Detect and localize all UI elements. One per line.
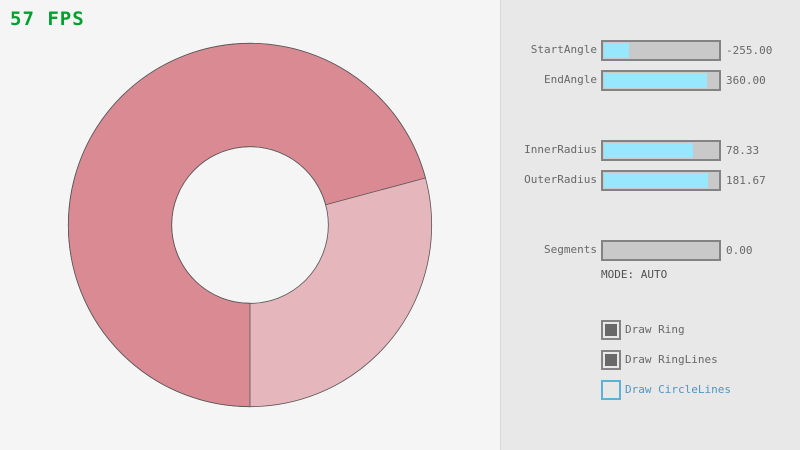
outer-radius-label: OuterRadius <box>524 173 597 186</box>
draw-ring-checkbox[interactable]: Draw Ring <box>601 320 800 340</box>
end-angle-slider[interactable] <box>601 70 721 91</box>
segments-label: Segments <box>544 243 597 256</box>
slider-fill <box>604 43 629 58</box>
start-angle-label: StartAngle <box>530 43 597 56</box>
outer-radius-row: OuterRadius 181.67 <box>501 170 800 191</box>
inner-radius-slider[interactable] <box>601 140 721 161</box>
draw-circlelines-label: Draw CircleLines <box>625 383 731 396</box>
segments-value: 0.00 <box>726 244 753 257</box>
fps-counter: 57 FPS <box>10 8 85 30</box>
draw-ringlines-checkbox[interactable]: Draw RingLines <box>601 350 800 370</box>
outer-radius-value: 181.67 <box>726 174 766 187</box>
inner-radius-label: InnerRadius <box>524 143 597 156</box>
start-angle-value: -255.00 <box>726 44 773 57</box>
end-angle-value: 360.00 <box>726 74 766 87</box>
end-angle-label: EndAngle <box>544 73 597 86</box>
start-angle-row: StartAngle -255.00 <box>501 40 800 61</box>
checkbox-box[interactable] <box>601 350 621 370</box>
ring-canvas <box>67 42 433 408</box>
checkbox-box[interactable] <box>601 320 621 340</box>
checkbox-box[interactable] <box>601 380 621 400</box>
inner-radius-row: InnerRadius 78.33 <box>501 140 800 161</box>
slider-fill <box>604 73 707 88</box>
start-angle-slider[interactable] <box>601 40 721 61</box>
end-angle-row: EndAngle 360.00 <box>501 70 800 91</box>
segments-row: Segments 0.00 <box>501 240 800 261</box>
draw-ring-label: Draw Ring <box>625 323 685 336</box>
mode-label: MODE: AUTO <box>601 268 668 281</box>
ring-overlap-segment <box>67 42 426 408</box>
draw-circlelines-checkbox[interactable]: Draw CircleLines <box>601 380 800 400</box>
outer-radius-slider[interactable] <box>601 170 721 191</box>
segments-slider[interactable] <box>601 240 721 261</box>
slider-fill <box>604 143 694 158</box>
slider-fill <box>604 173 708 188</box>
inner-radius-value: 78.33 <box>726 144 760 157</box>
draw-ringlines-label: Draw RingLines <box>625 353 718 366</box>
control-panel: StartAngle -255.00 EndAngle 360.00 Inner… <box>500 0 800 450</box>
